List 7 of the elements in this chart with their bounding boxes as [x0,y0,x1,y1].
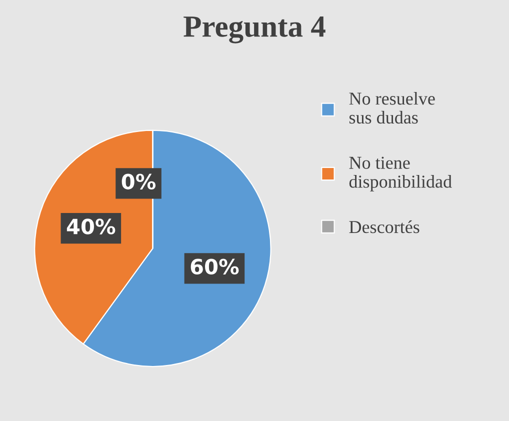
legend-label: No resuelve sus dudas [349,92,435,124]
data-label: 60% [190,258,239,275]
text: 0% [122,174,156,190]
chart-title: Pregunta 4 [184,16,326,44]
legend-label: Descortés [349,220,420,234]
data-label: 40% [66,218,116,234]
legend-label: No tiene disponibilidad [349,156,452,192]
